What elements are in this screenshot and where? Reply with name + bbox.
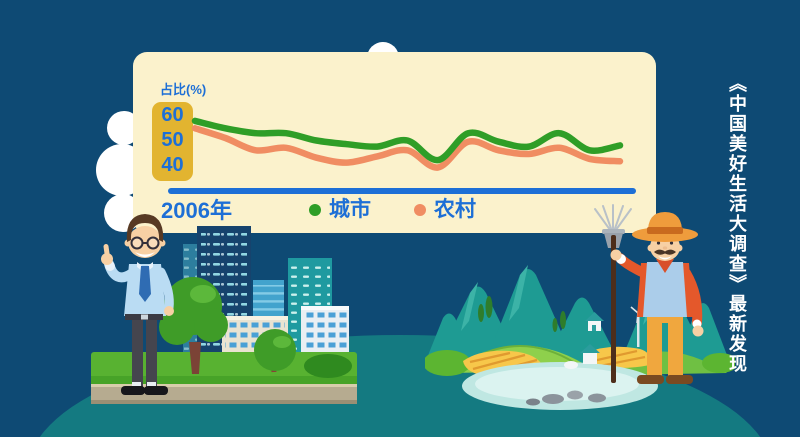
straw-hat-icon [632, 212, 698, 242]
rocks [526, 390, 606, 406]
city-scene [91, 214, 357, 404]
farmer-figure [594, 204, 704, 384]
y-axis-tick-badge: 60 50 40 [152, 102, 193, 181]
farm-house-icon [585, 312, 604, 331]
legend-item-rural: 农村 [414, 199, 476, 220]
series-line-城市 [191, 117, 624, 164]
lakeside-house-icon [564, 344, 600, 369]
rake-icon [594, 204, 632, 383]
y-axis-unit-label: 占比(%) [160, 82, 207, 97]
city-legend-label: 城市 [329, 198, 371, 221]
rural-legend-label: 农村 [434, 198, 476, 221]
y-tick-40: 40 [161, 154, 184, 176]
rural-scene [425, 204, 735, 410]
businessman-figure [101, 214, 174, 395]
legend-item-city: 城市 [309, 199, 371, 220]
city-trees [159, 277, 352, 378]
y-tick-50: 50 [161, 129, 184, 151]
rural-legend-dot-icon [414, 203, 426, 216]
series-line-农村 [191, 125, 624, 171]
program-title-vertical: 《中国美好生活大调查》最新发现 [727, 74, 747, 374]
x-axis-line [168, 188, 636, 194]
city-legend-dot-icon [309, 203, 321, 216]
x-axis-start-label: 2006年 [161, 198, 232, 223]
y-tick-60: 60 [161, 104, 184, 126]
pond [462, 362, 658, 410]
glasses-icon [130, 236, 144, 250]
